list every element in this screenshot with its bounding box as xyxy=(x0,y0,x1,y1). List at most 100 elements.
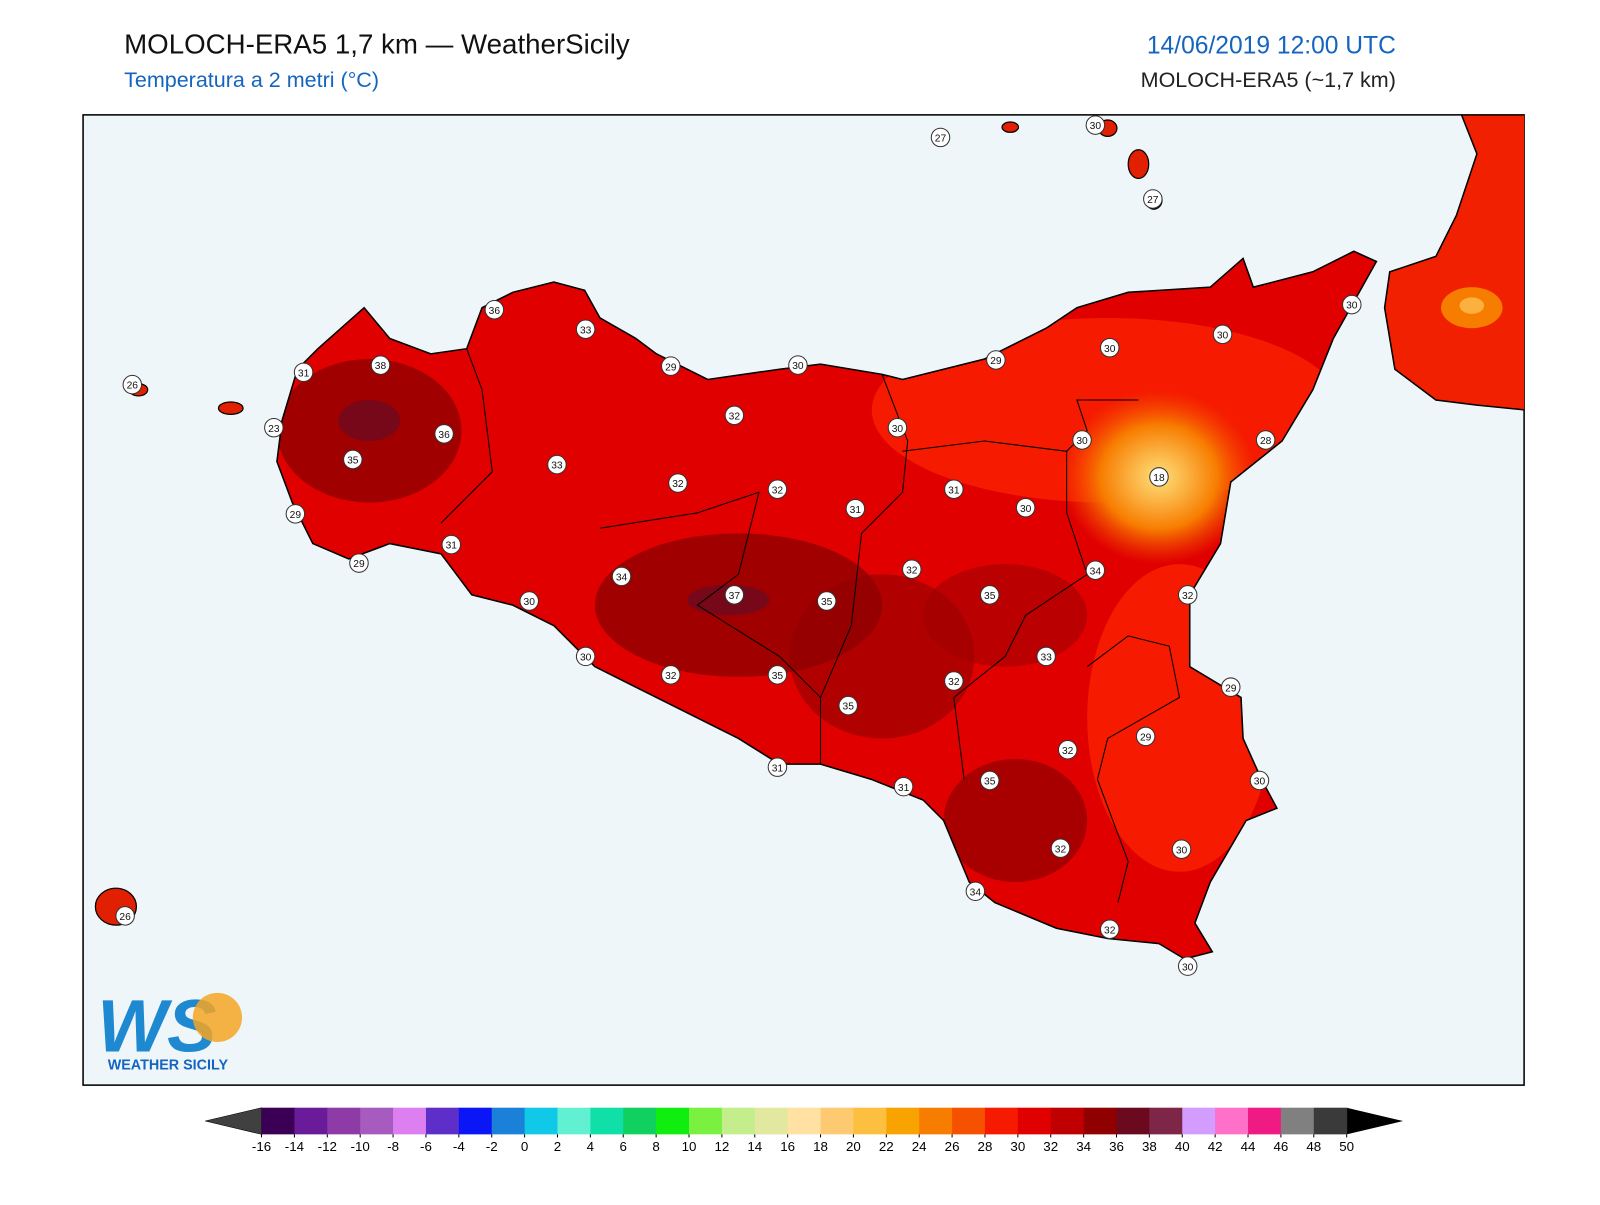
colorbar-segment xyxy=(1182,1107,1216,1135)
station-value: 34 xyxy=(616,573,628,584)
station-marker xyxy=(1221,677,1241,697)
station-marker xyxy=(611,566,632,587)
station-value: 32 xyxy=(729,411,741,422)
colorbar-tick-label: -6 xyxy=(420,1139,432,1154)
colorbar-segment xyxy=(1050,1107,1085,1135)
colorbar-tick-label: 22 xyxy=(879,1139,894,1154)
station-marker xyxy=(1135,726,1156,747)
station-value: 30 xyxy=(792,361,804,372)
station-marker xyxy=(1050,838,1071,858)
station-value: 36 xyxy=(489,306,501,317)
station-value: 30 xyxy=(1076,436,1088,447)
station-value: 23 xyxy=(268,424,280,435)
station-marker xyxy=(1143,189,1163,209)
colorbar-tick-label: 42 xyxy=(1208,1139,1223,1154)
station-value: 33 xyxy=(1040,653,1052,664)
station-marker xyxy=(1036,646,1056,667)
colorbar-tick-label: -16 xyxy=(252,1139,271,1154)
station-marker xyxy=(519,591,539,611)
colorbar-under xyxy=(205,1107,262,1135)
station-value: 32 xyxy=(906,565,918,576)
station-value: 34 xyxy=(1090,566,1102,577)
station-value: 35 xyxy=(843,702,855,713)
station-value: 31 xyxy=(298,368,310,379)
colorbar-over xyxy=(1346,1107,1404,1135)
station-value: 35 xyxy=(984,777,996,788)
station-value: 18 xyxy=(1153,473,1165,484)
colorbar-segment xyxy=(886,1107,920,1135)
colorbar-tick-label: -8 xyxy=(387,1139,399,1154)
colorbar-tick-label: 4 xyxy=(587,1139,595,1154)
station-value: 32 xyxy=(772,485,784,496)
station-value: 35 xyxy=(821,597,833,608)
colorbar-tick-label: 34 xyxy=(1076,1139,1091,1154)
station-value: 29 xyxy=(665,362,677,373)
colorbar-tick-label: -2 xyxy=(486,1139,498,1154)
colorbar-segment xyxy=(689,1107,723,1135)
station-marker xyxy=(944,671,964,691)
station-marker xyxy=(1085,560,1106,580)
station-value: 29 xyxy=(1225,683,1237,694)
station-marker xyxy=(979,585,1000,605)
colorbar-segment xyxy=(1280,1107,1315,1135)
station-marker xyxy=(902,559,922,579)
colorbar-segment xyxy=(327,1107,361,1135)
station-marker xyxy=(285,504,306,524)
station-marker xyxy=(661,665,681,685)
colorbar-segment xyxy=(919,1107,953,1135)
colorbar-segment xyxy=(590,1107,624,1135)
station-value: 32 xyxy=(1182,591,1194,602)
station-marker xyxy=(1171,839,1192,859)
colorbar-segment xyxy=(393,1107,427,1135)
station-marker xyxy=(264,417,284,438)
station-marker xyxy=(1015,497,1036,518)
colorbar-tick-label: 32 xyxy=(1043,1139,1058,1154)
station-marker xyxy=(434,424,454,444)
station-value: 37 xyxy=(729,591,741,602)
station-marker xyxy=(767,665,788,685)
colorbar-tick-label: -12 xyxy=(318,1139,337,1154)
colorbar-segment xyxy=(984,1107,1019,1135)
station-labels: 27 30 27 30 30 30 29 36 33 29 30 31 38 26 23 36 35 33 32 30… xyxy=(115,115,1362,976)
colorbar-segment xyxy=(360,1107,394,1135)
station-marker xyxy=(979,770,1000,791)
colorbar-segment xyxy=(1313,1107,1348,1135)
station-marker xyxy=(788,355,808,375)
station-marker xyxy=(370,355,391,375)
colorbar-segment xyxy=(425,1107,460,1135)
station-marker xyxy=(1072,430,1092,450)
station-marker xyxy=(767,479,788,499)
station-value: 27 xyxy=(935,134,947,145)
colorbar-segment xyxy=(1149,1107,1183,1135)
station-marker xyxy=(1099,919,1120,939)
station-value: 35 xyxy=(772,671,784,682)
station-value: 28 xyxy=(1260,436,1272,447)
station-value: 30 xyxy=(1020,504,1032,515)
colorbar-segment xyxy=(721,1107,756,1135)
colorbar-segment xyxy=(491,1107,526,1135)
station-value: 30 xyxy=(1090,121,1102,132)
subtitle: Temperatura a 2 metri (°C) xyxy=(124,68,379,92)
station-value: 32 xyxy=(672,479,684,490)
colorbar-tick-label: 18 xyxy=(813,1139,828,1154)
station-value: 30 xyxy=(580,653,592,664)
colorbar-tick-label: 16 xyxy=(780,1139,795,1154)
station-marker xyxy=(1085,115,1106,135)
station-value: 30 xyxy=(1176,845,1188,856)
station-value: 26 xyxy=(127,381,139,392)
warm-area xyxy=(1459,297,1485,314)
colorbar-segment xyxy=(1116,1107,1150,1135)
colorbar-segment xyxy=(524,1107,558,1135)
colorbar-segment xyxy=(656,1107,690,1135)
colorbar-segment xyxy=(820,1107,854,1135)
station-value: 35 xyxy=(984,591,996,602)
station-marker xyxy=(343,449,363,470)
colorbar-tick-label: 10 xyxy=(682,1139,697,1154)
station-value: 31 xyxy=(772,763,784,774)
colorbar-tick-label: 30 xyxy=(1010,1139,1025,1154)
station-marker xyxy=(1099,337,1120,358)
colorbar-tick-label: 26 xyxy=(945,1139,960,1154)
station-value: 38 xyxy=(375,361,387,372)
station-value: 30 xyxy=(1217,330,1229,341)
